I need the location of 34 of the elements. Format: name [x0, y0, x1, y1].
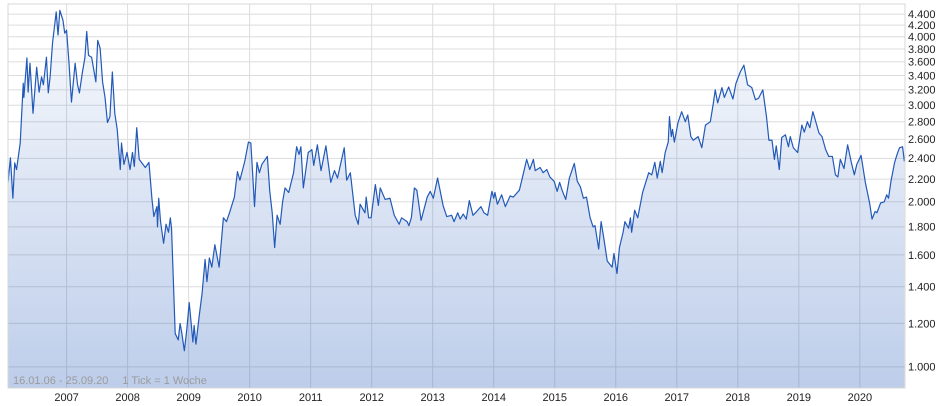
y-tick-label: 3.400 — [908, 70, 936, 82]
y-tick-label: 3.800 — [908, 44, 936, 56]
x-tick-label: 2017 — [664, 392, 690, 404]
x-tick-label: 2010 — [237, 392, 262, 404]
x-tick-label: 2011 — [298, 392, 322, 404]
y-tick-label: 3.000 — [908, 100, 936, 112]
x-tick-label: 2009 — [176, 392, 201, 404]
x-tick-label: 2016 — [604, 392, 628, 404]
x-tick-label: 2020 — [848, 392, 872, 404]
y-tick-label: 4.000 — [908, 32, 936, 44]
y-tick-label: 4.400 — [908, 8, 936, 21]
y-tick-label: 3.600 — [908, 56, 936, 69]
x-tick-label: 2014 — [481, 392, 506, 404]
y-tick-label: 2.200 — [908, 174, 936, 186]
y-tick-label: 2.400 — [908, 153, 936, 166]
annotation: 16.01.06 - 25.09.20 — [13, 375, 108, 387]
y-tick-label: 1.200 — [908, 318, 936, 330]
x-tick-label: 2015 — [542, 392, 567, 404]
y-tick-label: 1.800 — [908, 222, 936, 234]
x-tick-label: 2013 — [420, 392, 445, 404]
y-tick-label: 1.000 — [908, 362, 936, 374]
annotation: 1 Tick = 1 Woche — [122, 375, 207, 387]
y-tick-label: 2.000 — [908, 196, 936, 209]
x-tick-label: 2019 — [786, 392, 812, 404]
x-tick-label: 2012 — [359, 392, 384, 404]
y-tick-label: 1.600 — [908, 250, 936, 262]
y-tick-label: 4.200 — [908, 20, 936, 32]
x-tick-label: 2018 — [726, 392, 750, 404]
y-tick-label: 1.400 — [908, 282, 936, 294]
y-tick-label: 2.800 — [908, 116, 936, 129]
y-tick-label: 3.200 — [908, 84, 936, 97]
x-tick-label: 2008 — [115, 392, 140, 404]
y-tick-label: 2.600 — [908, 134, 936, 146]
x-tick-label: 2007 — [54, 392, 79, 404]
